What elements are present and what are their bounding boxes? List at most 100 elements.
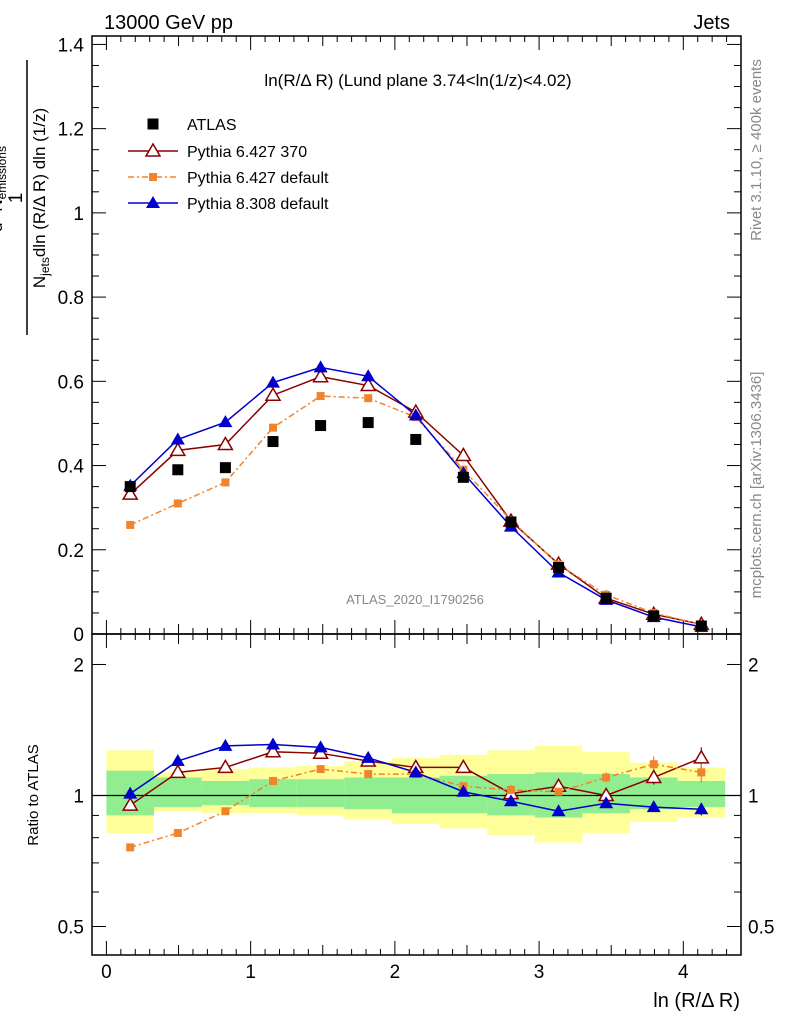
ratio-point-pythia-8-308-default [313,740,328,753]
ylabel-denominator: Njetsdln (R/Δ R) dln (1/z) [30,108,52,288]
data-point-atlas [695,620,707,632]
ratio-point-pythia-6-427-default [268,776,277,785]
ratio-point-pythia-6-427-370 [217,758,234,774]
ratio-plot: 0 1 2 3 4 0.5 1 2 0.5 1 2 [58,633,774,983]
ratio-point-pythia-6-427-default [602,773,611,782]
ratio-y-tick-label: 0.5 [58,917,84,938]
y-tick-label: 1.2 [58,120,84,141]
data-point-pythia-6-427-370 [359,377,377,392]
ratio-plot-frame [91,633,742,956]
ratio-point-pythia-8-308-default [599,796,614,809]
data-point-pythia-6-427-370 [217,436,234,451]
ratio-point-pythia-6-427-default [554,787,563,796]
ratio-point-pythia-8-308-default [218,738,233,751]
legend-label-pythia-6-427-default: Pythia 6.427 default [187,170,329,187]
y-tick-label: 0.2 [58,541,84,562]
legend-marker-pythia-6-427-370 [144,142,162,157]
uncertainty-band-green [344,777,392,810]
x-tick-label: 3 [534,962,545,983]
ratio-point-pythia-8-308-default [361,750,376,763]
ratio-point-pythia-6-427-default [221,807,230,816]
ylabel-numerator: d2 Nemissions [0,146,9,232]
y-tick-label: 0.6 [58,372,84,393]
data-point-atlas [172,464,184,476]
data-point-pythia-6-427-default [268,423,277,432]
ratio-point-pythia-8-308-default [170,754,185,767]
main-plot: 0 0.2 0.4 0.6 0.8 1 1.2 1.4 ATLAS Pythia 6.427 37… [58,35,742,646]
data-point-atlas [457,471,469,483]
data-point-atlas [267,436,279,448]
uncertainty-band-green [154,777,202,808]
data-point-atlas [219,462,231,474]
plot-title: ln(R/Δ R) (Lund plane 3.74<ln(1/z)<4.02) [264,71,571,90]
ratio-point-pythia-6-427-370 [455,758,472,774]
ratio-point-pythia-8-308-default [265,737,280,750]
ratio-point-pythia-6-427-default [126,843,135,852]
ratio-y-tick-label: 2 [73,655,84,676]
ratio-point-pythia-8-308-default [456,784,471,797]
legend-marker-pythia-6-427-default [149,173,157,181]
ratio-point-pythia-6-427-default [649,760,658,769]
ratio-point-pythia-6-427-370 [693,749,710,764]
ratio-point-pythia-6-427-default [364,770,373,779]
series-line-pythia-6-427-default [129,395,702,626]
x-tick-label: 0 [101,962,112,983]
mcplots-label: mcplots.cern.ch [arXiv:1306.3436] [748,372,765,599]
ratio-y-axis-label: Ratio to ATLAS [25,744,42,845]
x-tick-label: 2 [390,962,401,983]
data-point-pythia-8-308-default [408,408,423,421]
ratio-y-tick-label: 1 [73,786,84,807]
uncertainty-band-green [201,780,250,806]
rivet-label: Rivet 3.1.10, ≥ 400k events [748,59,765,241]
ratio-point-pythia-8-308-default [551,804,566,817]
data-point-atlas [315,420,327,432]
legend-marker-pythia-8-308-default [146,196,160,208]
header-left: 13000 GeV pp [104,12,233,34]
x-axis-label: ln (R/Δ R) [653,990,740,1012]
ylabel-one: 1 [6,193,27,204]
ratio-point-pythia-6-427-default [316,765,325,774]
data-point-pythia-6-427-370 [455,446,472,462]
data-point-pythia-6-427-default [173,499,182,508]
ratio-point-pythia-8-308-default [646,800,661,813]
data-point-pythia-8-308-default [218,415,233,428]
analysis-watermark: ATLAS_2020_I1790256 [346,592,484,607]
data-point-pythia-8-308-default [170,432,185,445]
ratio-point-pythia-8-308-default [694,802,709,815]
data-point-pythia-6-427-default [126,520,135,529]
data-point-pythia-6-427-default [221,478,230,487]
data-point-atlas [410,433,422,445]
ratio-point-pythia-6-427-370 [121,796,139,811]
uncertainty-band-green [296,779,345,808]
main-y-axis-label: 1 Njetsdln (R/Δ R) dln (1/z) d2 Nemissio… [0,60,52,335]
x-tick-label: 1 [245,962,256,983]
data-point-pythia-6-427-370 [264,386,282,401]
data-point-pythia-8-308-default [361,369,376,382]
ratio-point-pythia-6-427-default [173,828,182,837]
data-point-pythia-6-427-370 [312,368,329,383]
ratio-point-pythia-8-308-default [503,794,518,807]
x-tick-label: 4 [678,962,689,983]
y-tick-label: 1.4 [58,35,85,56]
header-right: Jets [693,12,730,34]
y-tick-label: 0.8 [58,288,84,309]
ratio-y-tick-label-right: 1 [748,786,759,807]
legend-marker-atlas [147,118,159,130]
legend-label-pythia-8-308-default: Pythia 8.308 default [187,196,329,213]
ratio-point-pythia-6-427-370 [645,768,663,784]
y-tick-label: 0 [73,625,84,646]
data-point-atlas [648,610,660,622]
ratio-y-tick-label-right: 2 [748,655,759,676]
legend-label-pythia-6-427-370: Pythia 6.427 370 [187,144,307,161]
data-point-pythia-8-308-default [313,360,328,373]
y-tick-label: 1 [73,204,84,225]
ratio-point-pythia-8-308-default [408,765,423,778]
data-point-atlas [124,481,136,493]
ratio-point-pythia-6-427-default [697,768,706,777]
y-tick-label: 0.4 [58,457,85,478]
ratio-point-pythia-8-308-default [123,786,138,799]
ratio-y-tick-label-right: 0.5 [748,917,774,938]
data-point-pythia-6-427-default [364,394,373,403]
ratio-point-pythia-6-427-370 [169,763,187,779]
